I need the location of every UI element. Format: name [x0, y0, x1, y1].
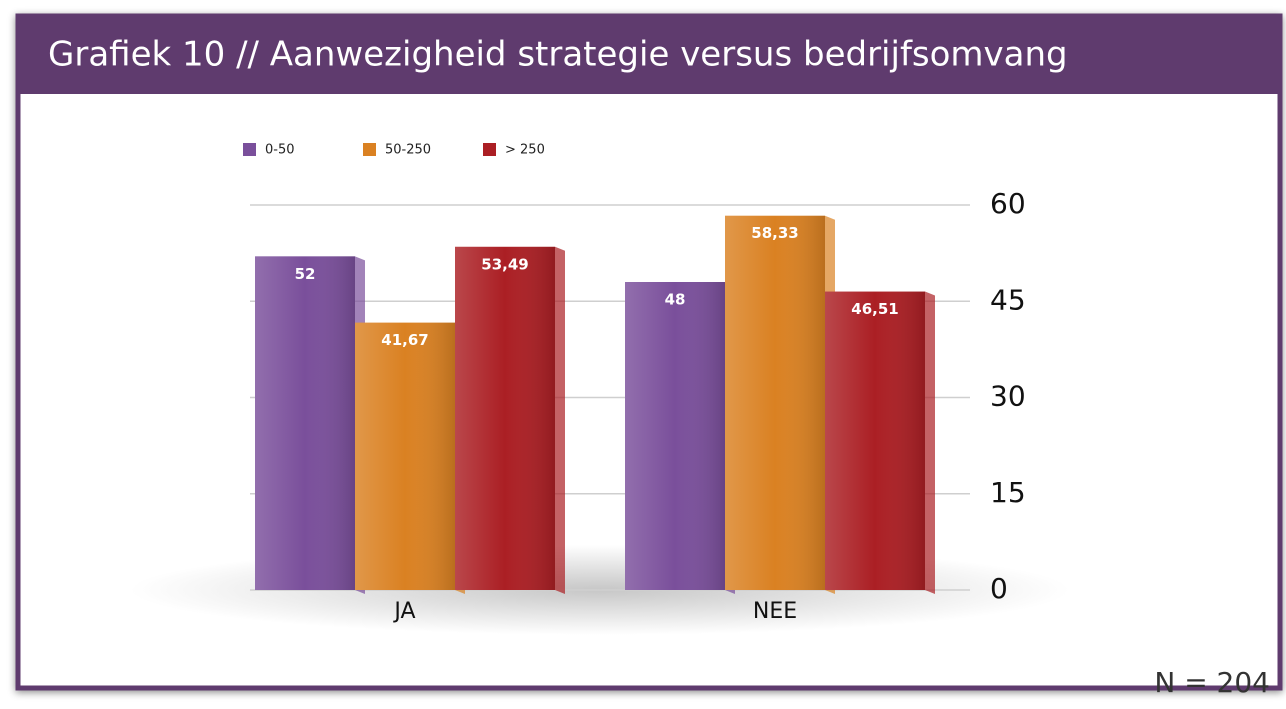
x-tick-label: JA	[392, 599, 415, 624]
legend-label: 50-250	[385, 143, 431, 158]
value-label: 52	[295, 265, 316, 283]
bar-side	[925, 291, 935, 594]
y-tick-label: 0	[990, 572, 1008, 605]
value-label: 41,67	[381, 331, 428, 349]
bar-gloss	[255, 256, 355, 590]
y-tick-label: 60	[990, 187, 1026, 220]
bar-gloss	[725, 215, 825, 591]
x-tick-label: NEE	[753, 599, 797, 624]
note: N = 204	[1154, 666, 1270, 699]
bar-gloss	[825, 291, 925, 590]
legend-swatch	[243, 143, 256, 156]
bar-gloss	[355, 322, 455, 590]
bar-side	[555, 246, 565, 594]
value-label: 48	[665, 291, 686, 309]
legend-swatch	[363, 143, 376, 156]
y-tick-label: 15	[990, 476, 1026, 509]
legend-swatch	[483, 143, 496, 156]
y-tick-label: 30	[990, 380, 1026, 413]
legend-label: > 250	[505, 143, 545, 158]
bar-gloss	[625, 282, 725, 590]
value-label: 53,49	[481, 255, 528, 273]
y-tick-label: 45	[990, 283, 1026, 316]
bar-gloss	[455, 246, 555, 590]
legend-label: 0-50	[265, 143, 295, 158]
chart-title: Grafiek 10 // Aanwezigheid strategie ver…	[48, 35, 1068, 75]
value-label: 46,51	[851, 300, 898, 318]
header	[18, 16, 1280, 94]
value-label: 58,33	[751, 224, 798, 242]
